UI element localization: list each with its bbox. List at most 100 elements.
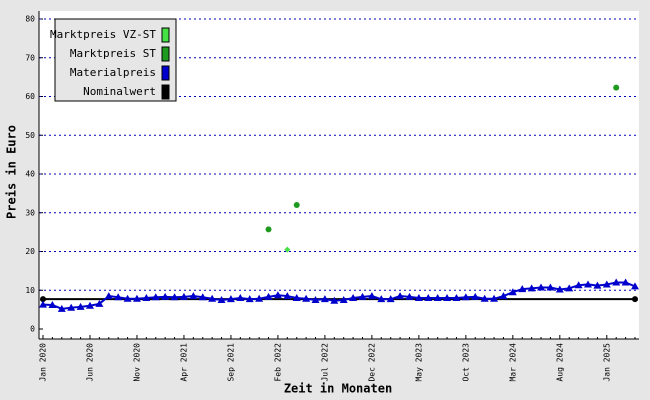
point (208, 294, 217, 302)
point (284, 246, 291, 253)
point (217, 295, 226, 303)
point (123, 294, 132, 302)
point (179, 292, 188, 300)
y-tick-label: 50 (25, 131, 35, 140)
point (132, 294, 141, 302)
point (226, 295, 235, 303)
x-tick-label: Sep 2021 (226, 343, 235, 382)
point (151, 293, 160, 301)
point (57, 304, 66, 312)
point (537, 283, 546, 291)
point (39, 300, 47, 308)
point (311, 295, 320, 303)
point (198, 293, 207, 301)
x-tick-label: Nov 2020 (132, 343, 141, 382)
legend-label: Materialpreis (70, 66, 156, 79)
point (330, 296, 339, 304)
legend-label: Marktpreis ST (70, 47, 156, 60)
y-tick-label: 40 (25, 170, 35, 179)
x-tick-label: Aug 2024 (555, 343, 564, 382)
y-tick-label: 80 (25, 15, 35, 24)
legend-label: Marktpreis VZ-ST (50, 28, 156, 41)
x-axis-label: Zeit in Monaten (284, 382, 392, 396)
point (461, 293, 470, 301)
point (349, 294, 358, 301)
point (518, 285, 527, 293)
point (424, 294, 433, 301)
point (632, 296, 638, 303)
point (142, 294, 151, 301)
x-tick-label: Oct 2023 (461, 343, 470, 382)
point (265, 226, 272, 233)
y-tick-label: 30 (25, 208, 35, 217)
point (621, 278, 630, 286)
point (508, 288, 517, 296)
point (236, 294, 245, 301)
point (452, 294, 461, 301)
legend-swatch (161, 65, 170, 81)
x-tick-label: Mar 2024 (508, 343, 517, 382)
point (293, 202, 300, 208)
point (264, 292, 273, 300)
point (245, 295, 254, 303)
point (527, 284, 536, 292)
point (433, 294, 442, 301)
point (76, 302, 85, 310)
point (95, 299, 104, 307)
x-tick-label: Jul 2022 (320, 343, 329, 382)
y-tick-label: 60 (25, 92, 35, 101)
point (613, 84, 620, 91)
legend-swatch (161, 27, 170, 43)
point (358, 292, 367, 300)
point (339, 295, 348, 303)
point (48, 300, 57, 308)
x-tick-label: Apr 2021 (179, 343, 188, 382)
point (104, 292, 113, 300)
point (612, 278, 621, 286)
y-axis-label: Preis in Euro (5, 125, 19, 219)
point (602, 280, 611, 288)
x-tick-label: Jun 2020 (85, 343, 94, 382)
point (40, 296, 46, 303)
point (273, 291, 282, 299)
point (584, 280, 593, 288)
point (302, 294, 311, 302)
x-tick-label: Dec 2022 (367, 343, 376, 382)
point (377, 295, 386, 303)
y-tick-label: 70 (25, 53, 35, 62)
x-tick-label: Jan 2025 (602, 343, 611, 382)
point (170, 293, 179, 301)
point (490, 294, 499, 302)
point (161, 292, 170, 300)
y-tick-label: 0 (30, 325, 35, 334)
point (499, 292, 508, 300)
point (386, 295, 395, 303)
point (443, 294, 452, 301)
x-tick-label: May 2023 (414, 343, 423, 382)
point (405, 292, 414, 300)
point (593, 281, 602, 289)
point (67, 303, 76, 311)
point (631, 282, 639, 290)
y-tick-label: 20 (25, 247, 35, 256)
point (367, 292, 376, 300)
legend-swatch (161, 84, 170, 100)
x-tick-label: Jan 2020 (39, 343, 48, 382)
x-tick-label: Feb 2022 (273, 343, 282, 382)
point (471, 292, 480, 300)
point (320, 295, 329, 303)
point (396, 292, 405, 300)
point (546, 283, 555, 291)
point (114, 293, 123, 301)
point (255, 294, 264, 302)
point (189, 292, 198, 300)
point (480, 294, 489, 302)
point (292, 294, 301, 301)
legend-box (54, 18, 177, 102)
legend-label: Nominalwert (83, 85, 156, 98)
series-line (42, 281, 636, 310)
point (414, 294, 423, 301)
point (555, 285, 564, 293)
point (85, 301, 94, 309)
